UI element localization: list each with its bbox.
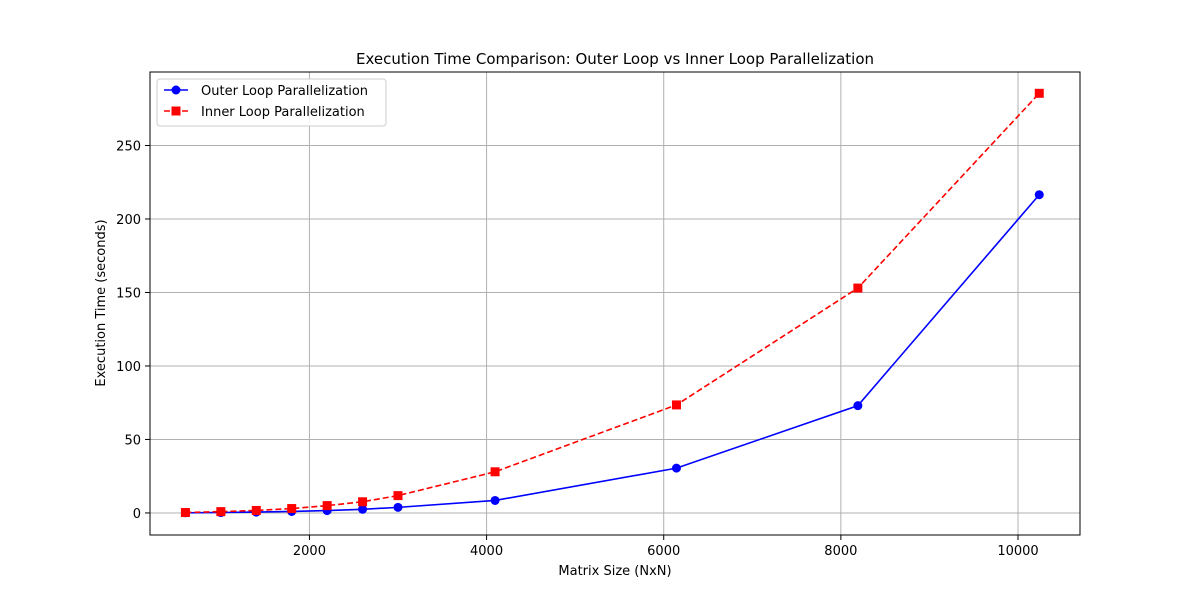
x-tick-label: 8000	[824, 544, 857, 559]
series-layer	[180, 88, 1044, 518]
legend: Outer Loop Parallelization Inner Loop Pa…	[156, 78, 387, 127]
chart-title: Execution Time Comparison: Outer Loop vs…	[356, 50, 874, 68]
data-point	[671, 400, 681, 410]
data-point	[1034, 88, 1044, 98]
axis-ticks: 2000 4000 6000 8000 10000 0 50 100 150 200 250	[116, 139, 1039, 559]
y-tick-label: 250	[116, 139, 141, 154]
data-point	[393, 491, 403, 501]
data-point	[490, 495, 500, 505]
data-point	[393, 502, 403, 512]
x-axis-label: Matrix Size (NxN)	[558, 564, 671, 579]
legend-marker-inner	[171, 106, 181, 116]
data-point	[251, 505, 261, 515]
y-tick-label: 200	[116, 213, 141, 228]
legend-box	[156, 78, 387, 127]
data-point	[1034, 190, 1044, 200]
data-point	[853, 401, 863, 411]
legend-label-inner: Inner Loop Parallelization	[201, 105, 365, 120]
y-tick-label: 50	[124, 433, 141, 448]
data-point	[490, 467, 500, 477]
x-tick-label: 10000	[997, 544, 1038, 559]
y-tick-label: 100	[116, 360, 141, 375]
data-point	[853, 283, 863, 293]
data-point	[358, 497, 368, 507]
x-tick-label: 6000	[647, 544, 680, 559]
plot-frame	[149, 71, 1081, 536]
data-point	[180, 508, 190, 518]
data-point	[322, 501, 332, 511]
y-tick-label: 150	[116, 286, 141, 301]
data-point	[671, 463, 681, 473]
data-point	[287, 504, 297, 514]
data-point	[216, 507, 226, 517]
x-tick-label: 4000	[470, 544, 503, 559]
x-tick-label: 2000	[293, 544, 326, 559]
y-axis-label: Execution Time (seconds)	[94, 219, 109, 386]
series-inner-loop	[180, 88, 1044, 518]
grid	[150, 72, 1080, 535]
legend-label-outer: Outer Loop Parallelization	[201, 84, 368, 99]
series-line	[185, 92, 1040, 514]
legend-marker-outer	[171, 85, 181, 95]
data-point	[358, 504, 368, 514]
y-tick-label: 0	[133, 507, 141, 522]
